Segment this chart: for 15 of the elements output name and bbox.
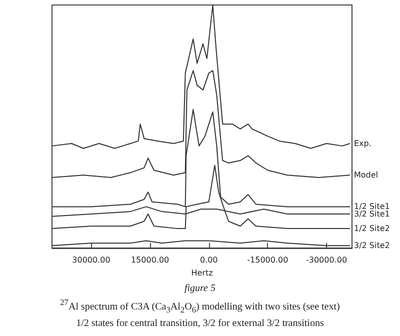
x-tick-label: 30000.00 (72, 256, 110, 264)
series-label: Model (354, 170, 378, 180)
x-tick-label: 15000.00 (130, 256, 170, 264)
x-tick-label: -15000.00 (247, 256, 288, 264)
text: 1/2 states for central transition, 3/2 for external 3/2 transitions (75, 317, 325, 332)
series-label: 1/2 Site2 (354, 224, 390, 234)
x-tick-label: 0.00 (200, 256, 218, 264)
text: $^{27}$Al spectrum of C3A (Ca$_{3}$Al$_{2}$O$_{6}$) modelling with two sites (see text) (59, 297, 341, 316)
series-label: Exp. (354, 139, 372, 148)
caption: figure 5 (183, 282, 216, 296)
x-tick-label: -30000.00 (306, 256, 348, 264)
series-label: 3/2 Site2 (354, 241, 390, 250)
series-label: 3/2 Site1 (354, 209, 390, 218)
x-axis-title: Hertz (191, 268, 213, 278)
series-label: 1/2 Site1 (354, 202, 390, 212)
